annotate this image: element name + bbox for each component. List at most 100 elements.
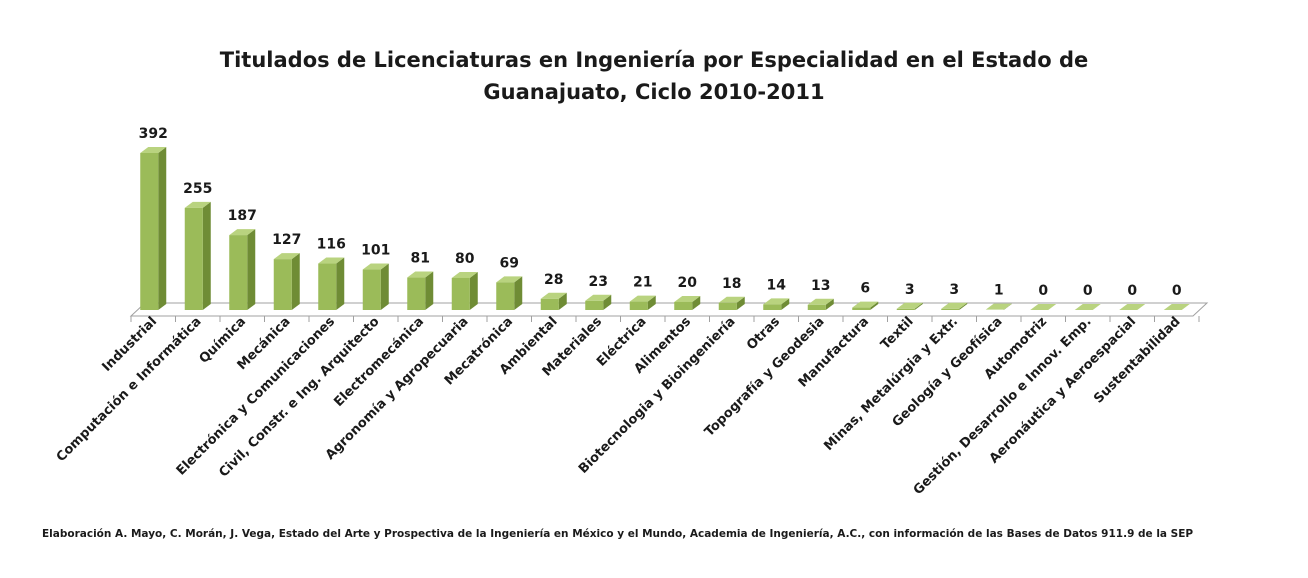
bar-side — [914, 302, 923, 310]
bar-front — [229, 235, 248, 310]
bar-side — [692, 295, 701, 310]
data-label: 187 — [228, 208, 257, 224]
bar-10 — [585, 294, 612, 310]
data-label: 14 — [767, 277, 787, 293]
bar-front — [362, 269, 381, 310]
data-label: 13 — [811, 278, 830, 294]
data-label: 127 — [272, 232, 301, 248]
category-label: Otras — [744, 314, 783, 353]
bar-8 — [496, 276, 523, 310]
bar-side — [202, 201, 211, 310]
bar-side — [514, 276, 523, 310]
bar-19 — [985, 303, 1012, 310]
bar-side — [647, 295, 656, 310]
bar-side — [1003, 303, 1012, 310]
bar-top — [807, 298, 834, 305]
bar-top — [451, 271, 478, 278]
data-label: 116 — [317, 237, 346, 253]
bar-front — [407, 277, 426, 310]
bar-side — [291, 253, 300, 310]
bar-21 — [1074, 304, 1101, 310]
bar-2 — [229, 229, 256, 310]
bar-top — [318, 257, 345, 264]
chart-title-line-2: Guanajuato, Ciclo 2010-2011 — [483, 80, 825, 104]
bar-23 — [1163, 304, 1190, 310]
bar-top — [1163, 304, 1190, 310]
bar-4 — [318, 257, 345, 310]
bar-9 — [540, 292, 567, 310]
bar-top — [585, 294, 612, 301]
data-label: 0 — [1083, 283, 1093, 299]
bar-top — [273, 253, 300, 260]
bar-front — [896, 308, 915, 310]
bar-side — [425, 271, 434, 310]
data-label: 0 — [1038, 283, 1048, 299]
bar-front — [807, 304, 826, 310]
bar-side — [336, 257, 345, 310]
bar-top — [718, 296, 745, 303]
bar-top — [941, 302, 968, 309]
bar-top — [852, 301, 879, 308]
data-label: 23 — [589, 274, 608, 290]
data-label: 81 — [411, 251, 430, 267]
bar-side — [736, 296, 745, 310]
bar-front — [763, 304, 782, 310]
bar-top — [140, 147, 167, 153]
bar-16 — [852, 301, 879, 310]
bar-front — [140, 153, 159, 310]
bar-front — [941, 308, 960, 310]
data-label: 21 — [633, 275, 652, 291]
bar-22 — [1119, 304, 1146, 310]
bar-top — [1119, 304, 1146, 310]
bar-side — [959, 302, 968, 310]
bar-11 — [629, 295, 656, 310]
bar-14 — [763, 298, 790, 310]
chart-title-line-1: Titulados de Licenciaturas en Ingeniería… — [219, 48, 1089, 72]
bar-front — [540, 298, 559, 310]
data-label: 0 — [1127, 283, 1137, 299]
bar-side — [158, 147, 167, 310]
category-label: Civil, Constr. e Ing. Arquitecto — [216, 314, 382, 480]
category-label: Sustentabilidad — [1091, 314, 1183, 406]
data-label: 392 — [139, 126, 168, 142]
bar-top — [540, 292, 567, 299]
bar-6 — [407, 271, 434, 310]
data-label: 3 — [905, 282, 915, 298]
bar-front — [451, 277, 470, 310]
bar-front — [674, 301, 693, 310]
source-note: Elaboración A. Mayo, C. Morán, J. Vega, … — [42, 528, 1194, 540]
bar-side — [825, 298, 834, 310]
bar-top — [184, 201, 211, 208]
chart-title: Titulados de Licenciaturas en Ingeniería… — [0, 44, 1308, 108]
data-label: 80 — [455, 251, 475, 267]
data-label: 3 — [949, 282, 959, 298]
bar-12 — [674, 295, 701, 310]
bar-front — [718, 302, 737, 310]
bar-1 — [184, 201, 211, 310]
bar-top — [496, 276, 523, 283]
data-label: 1 — [994, 283, 1004, 299]
bar-front — [184, 207, 203, 310]
data-label: 101 — [361, 243, 390, 259]
bar-17 — [896, 302, 923, 310]
category-label: Biotecnologia y Bioingeniería — [576, 314, 739, 477]
data-label: 28 — [544, 272, 563, 288]
bar-top — [896, 302, 923, 309]
bar-front — [629, 301, 648, 310]
data-label: 0 — [1172, 283, 1182, 299]
bar-front — [852, 307, 871, 310]
bar-side — [558, 292, 567, 310]
data-label: 69 — [500, 255, 519, 271]
bar-0 — [140, 147, 167, 310]
bar-side — [247, 229, 256, 310]
bar-front — [496, 282, 515, 310]
bar-front — [585, 300, 604, 310]
bar-top — [629, 295, 656, 302]
bar-top — [1030, 304, 1057, 310]
bar-top — [763, 298, 790, 305]
data-label: 6 — [860, 281, 870, 297]
bar-15 — [807, 298, 834, 310]
bar-top — [674, 295, 701, 302]
data-label: 18 — [722, 276, 741, 292]
bar-top — [407, 271, 434, 278]
